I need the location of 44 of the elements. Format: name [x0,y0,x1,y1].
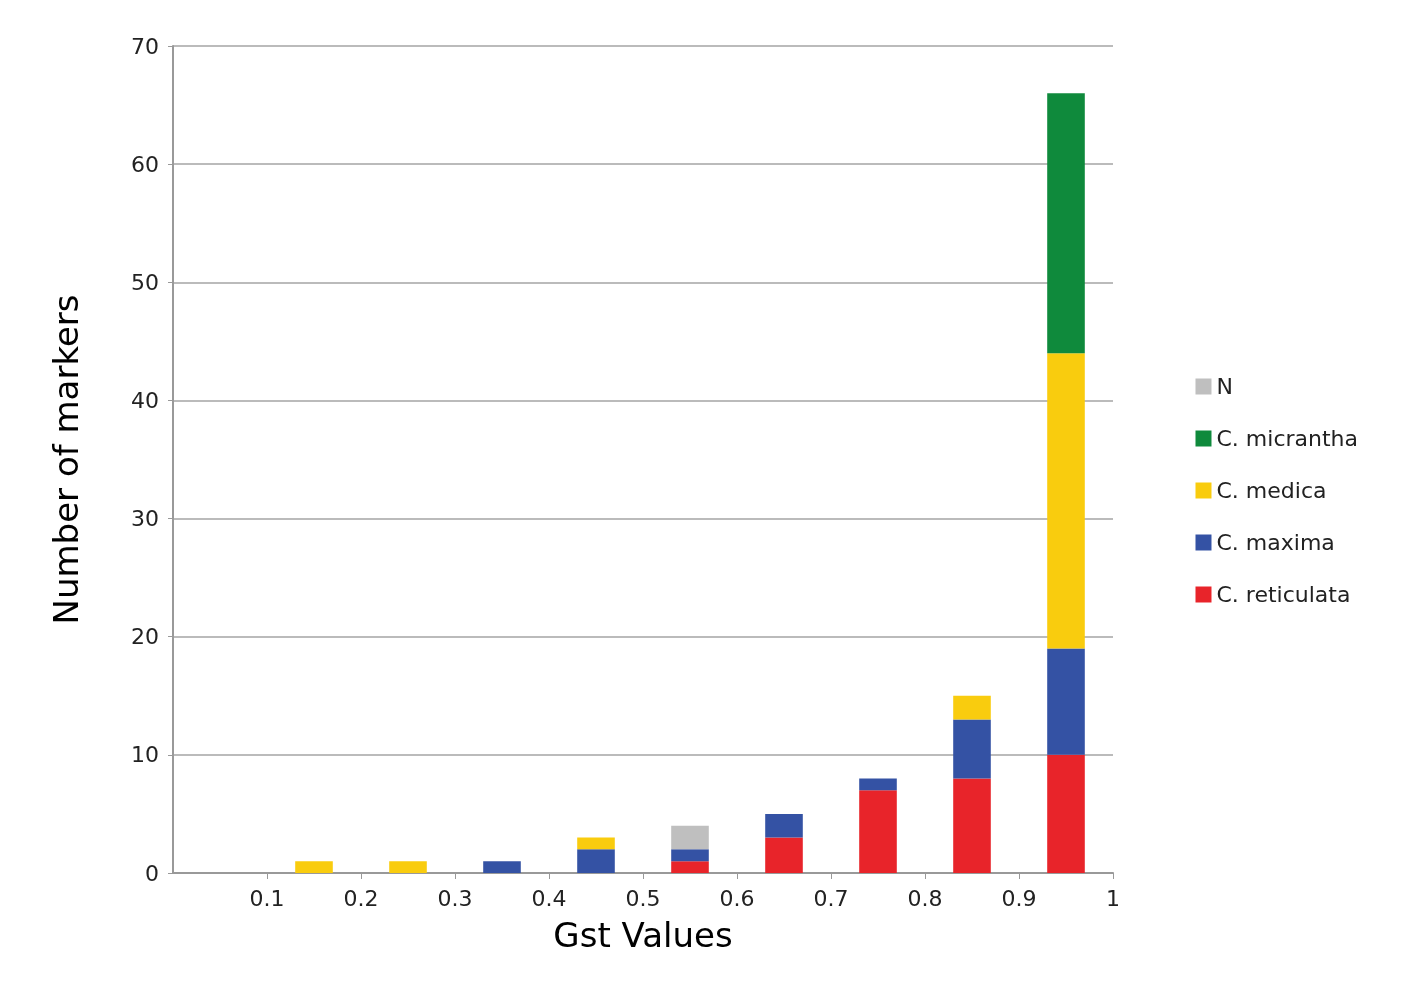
bar [295,861,333,873]
y-axis-title: Number of markers [46,294,86,625]
bar [671,861,709,873]
x-tick-label: 1 [1106,885,1120,911]
y-tick-label: 20 [131,624,159,650]
bar [1047,648,1085,755]
y-tick-label: 30 [131,506,159,532]
bar [577,837,615,850]
y-tick-label: 0 [145,860,159,886]
legend-label: C. reticulata [1216,582,1351,607]
x-tick-label: 0.8 [907,885,943,911]
bar [859,778,897,791]
bar [1047,353,1085,649]
legend-label: C. maxima [1216,530,1335,555]
x-tick-label: 0.9 [1001,885,1037,911]
y-tick-label: 60 [131,151,159,177]
bar [953,695,991,720]
y-tick-label: 50 [131,269,159,295]
bar [671,825,709,850]
x-axis-title: Gst Values [553,915,733,955]
y-tick-label: 10 [131,742,159,768]
bar [577,849,615,873]
bar [953,778,991,873]
bar [671,849,709,862]
x-tick-label: 0.5 [625,885,661,911]
bar [1047,93,1085,354]
legend-label: N [1216,374,1233,399]
x-tick-label: 0.4 [531,885,567,911]
x-tick-label: 0.6 [719,885,755,911]
legend-label: C. medica [1216,478,1327,503]
bar [953,719,991,779]
y-tick-label: 40 [131,387,159,413]
x-tick-label: 0.3 [437,885,473,911]
bar [765,813,803,838]
bar [483,861,521,873]
bar [765,837,803,873]
y-tick-label: 70 [131,33,159,59]
bar [1047,754,1085,873]
bar [859,790,897,873]
legend-label: C. micrantha [1216,426,1359,451]
x-tick-label: 0.1 [249,885,285,911]
x-tick-label: 0.2 [343,885,379,911]
x-tick-label: 0.7 [813,885,849,911]
bar [389,861,427,873]
